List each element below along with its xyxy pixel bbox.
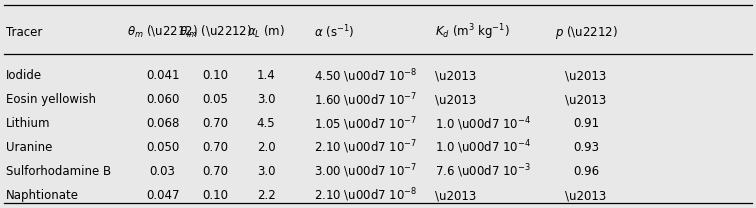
Text: Naphtionate: Naphtionate (6, 189, 79, 202)
Text: Lithium: Lithium (6, 117, 51, 130)
Text: 0.96: 0.96 (573, 165, 599, 178)
Text: Eosin yellowish: Eosin yellowish (6, 93, 96, 106)
Text: 0.10: 0.10 (203, 189, 228, 202)
Text: 0.05: 0.05 (203, 93, 228, 106)
Text: 0.041: 0.041 (146, 69, 179, 82)
Text: 0.068: 0.068 (146, 117, 179, 130)
Text: $\alpha_L$ (m): $\alpha_L$ (m) (247, 24, 285, 40)
Text: $\alpha$ (s$^{-1}$): $\alpha$ (s$^{-1}$) (314, 24, 354, 41)
Text: 0.91: 0.91 (573, 117, 599, 130)
Text: 0.70: 0.70 (203, 141, 228, 154)
Text: 1.0 \u00d7 10$^{-4}$: 1.0 \u00d7 10$^{-4}$ (435, 115, 531, 132)
Text: 0.03: 0.03 (150, 165, 175, 178)
Text: 1.0 \u00d7 10$^{-4}$: 1.0 \u00d7 10$^{-4}$ (435, 139, 531, 156)
Text: 4.5: 4.5 (257, 117, 275, 130)
Text: $\theta_{im}$ (\u2212): $\theta_{im}$ (\u2212) (179, 24, 252, 40)
Text: 0.060: 0.060 (146, 93, 179, 106)
Text: \u2013: \u2013 (565, 69, 606, 82)
Text: 0.70: 0.70 (203, 165, 228, 178)
Text: Uranine: Uranine (6, 141, 52, 154)
Text: 1.4: 1.4 (257, 69, 275, 82)
Text: 0.050: 0.050 (146, 141, 179, 154)
Text: $p$ (\u2212): $p$ (\u2212) (555, 24, 617, 41)
Text: 3.0: 3.0 (257, 165, 275, 178)
Text: 0.047: 0.047 (146, 189, 179, 202)
Text: Iodide: Iodide (6, 69, 42, 82)
Text: \u2013: \u2013 (435, 189, 476, 202)
Text: 2.10 \u00d7 10$^{-7}$: 2.10 \u00d7 10$^{-7}$ (314, 139, 417, 156)
Text: \u2013: \u2013 (565, 93, 606, 106)
Text: Sulforhodamine B: Sulforhodamine B (6, 165, 111, 178)
Text: 0.93: 0.93 (573, 141, 599, 154)
Text: 1.60 \u00d7 10$^{-7}$: 1.60 \u00d7 10$^{-7}$ (314, 91, 417, 109)
Text: \u2013: \u2013 (435, 93, 476, 106)
Text: \u2013: \u2013 (435, 69, 476, 82)
Text: 2.2: 2.2 (257, 189, 275, 202)
Text: 0.10: 0.10 (203, 69, 228, 82)
Text: 3.00 \u00d7 10$^{-7}$: 3.00 \u00d7 10$^{-7}$ (314, 163, 417, 180)
Text: 4.50 \u00d7 10$^{-8}$: 4.50 \u00d7 10$^{-8}$ (314, 67, 417, 85)
Text: $\theta_m$ (\u2212): $\theta_m$ (\u2212) (127, 24, 198, 40)
Text: 7.6 \u00d7 10$^{-3}$: 7.6 \u00d7 10$^{-3}$ (435, 163, 531, 180)
Text: 2.10 \u00d7 10$^{-8}$: 2.10 \u00d7 10$^{-8}$ (314, 187, 417, 204)
Text: 0.70: 0.70 (203, 117, 228, 130)
Text: \u2013: \u2013 (565, 189, 606, 202)
Text: 1.05 \u00d7 10$^{-7}$: 1.05 \u00d7 10$^{-7}$ (314, 115, 417, 132)
Text: 3.0: 3.0 (257, 93, 275, 106)
Text: 2.0: 2.0 (257, 141, 275, 154)
Text: $K_d$ (m$^3$ kg$^{-1}$): $K_d$ (m$^3$ kg$^{-1}$) (435, 22, 510, 42)
Text: Tracer: Tracer (6, 26, 42, 39)
